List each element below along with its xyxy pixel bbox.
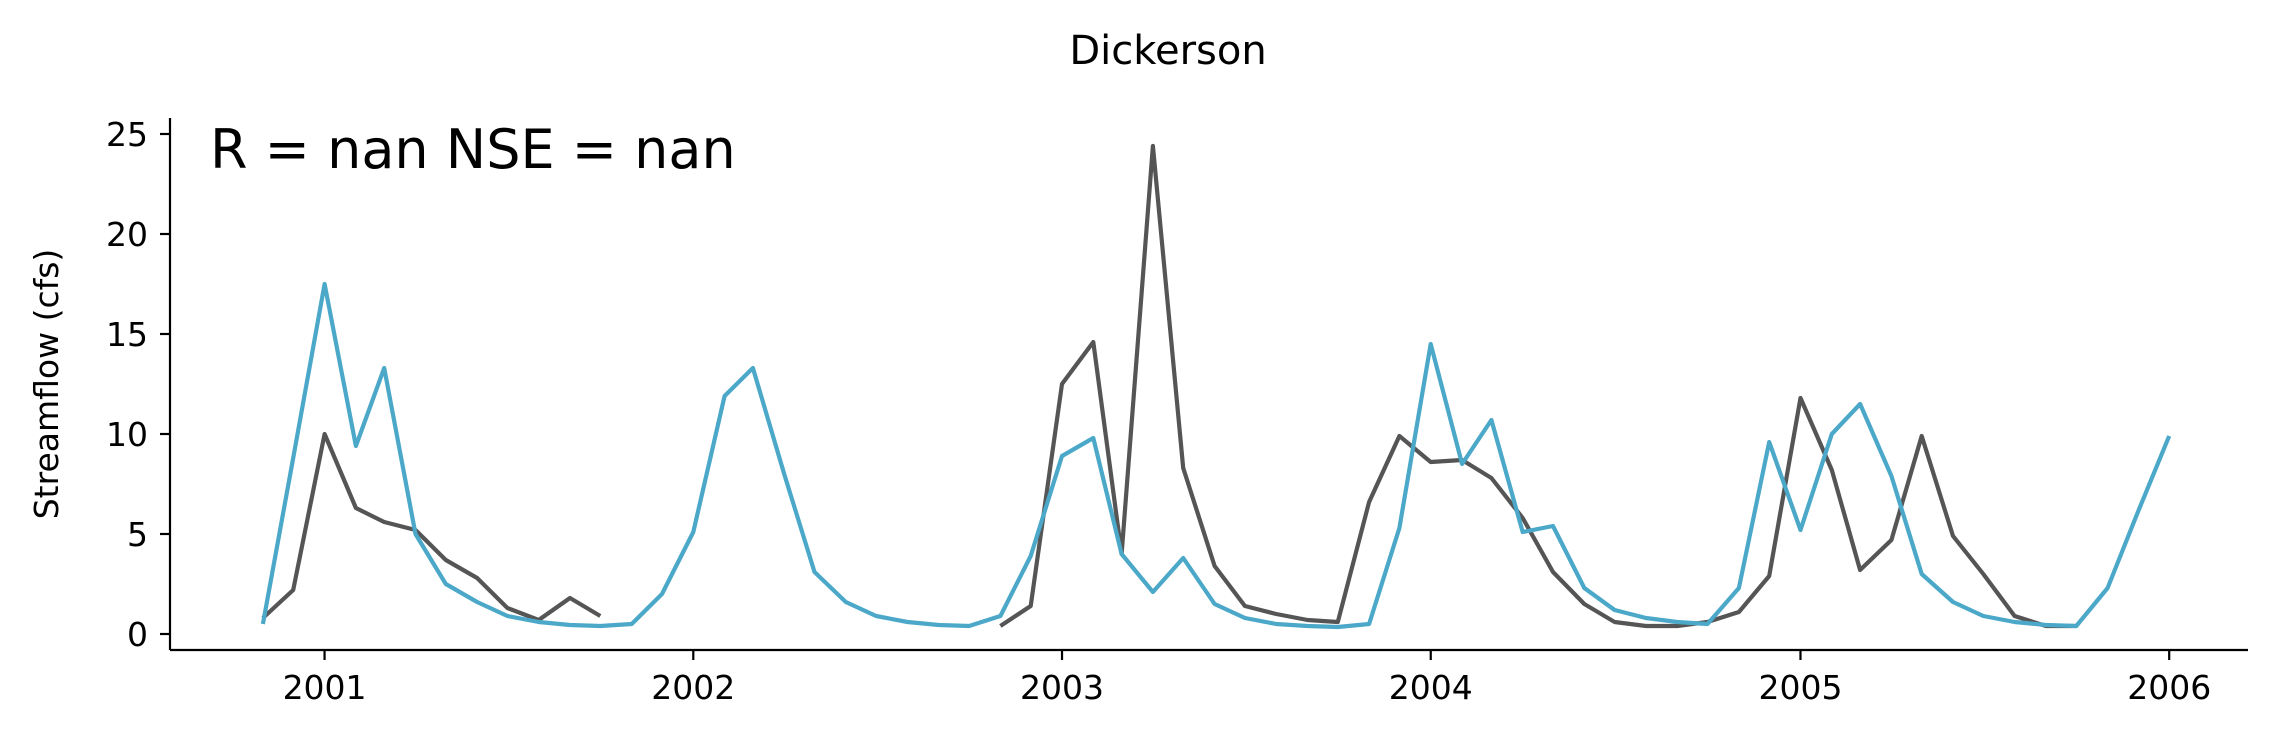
x-tick-label: 2006 [2127,668,2211,707]
metrics-annotation: R = nan NSE = nan [210,118,736,181]
plot-lines [260,143,2172,630]
y-tick-label: 25 [106,115,148,154]
y-tick-label: 10 [106,415,148,454]
y-tick-label: 0 [127,615,148,654]
series-1-line-segment-2 [999,143,2077,629]
y-tick-label: 20 [106,215,148,254]
series-2-line-segment-1 [260,281,2172,630]
y-ticks: 0 5 10 15 20 25 [106,115,170,654]
y-tick-label: 15 [106,315,148,354]
chart-title: Dickerson [1069,28,1266,74]
series-1-line-segment-1 [261,431,602,623]
y-axis-label: Streamflow (cfs) [27,249,66,520]
x-tick-label: 2002 [651,668,735,707]
x-tick-label: 2005 [1758,668,1842,707]
x-tick-label: 2004 [1389,668,1473,707]
y-tick-label: 5 [127,515,148,554]
x-ticks: 2001 2002 2003 2004 2005 2006 [283,650,2211,707]
x-tick-label: 2003 [1020,668,1104,707]
x-tick-label: 2001 [283,668,367,707]
